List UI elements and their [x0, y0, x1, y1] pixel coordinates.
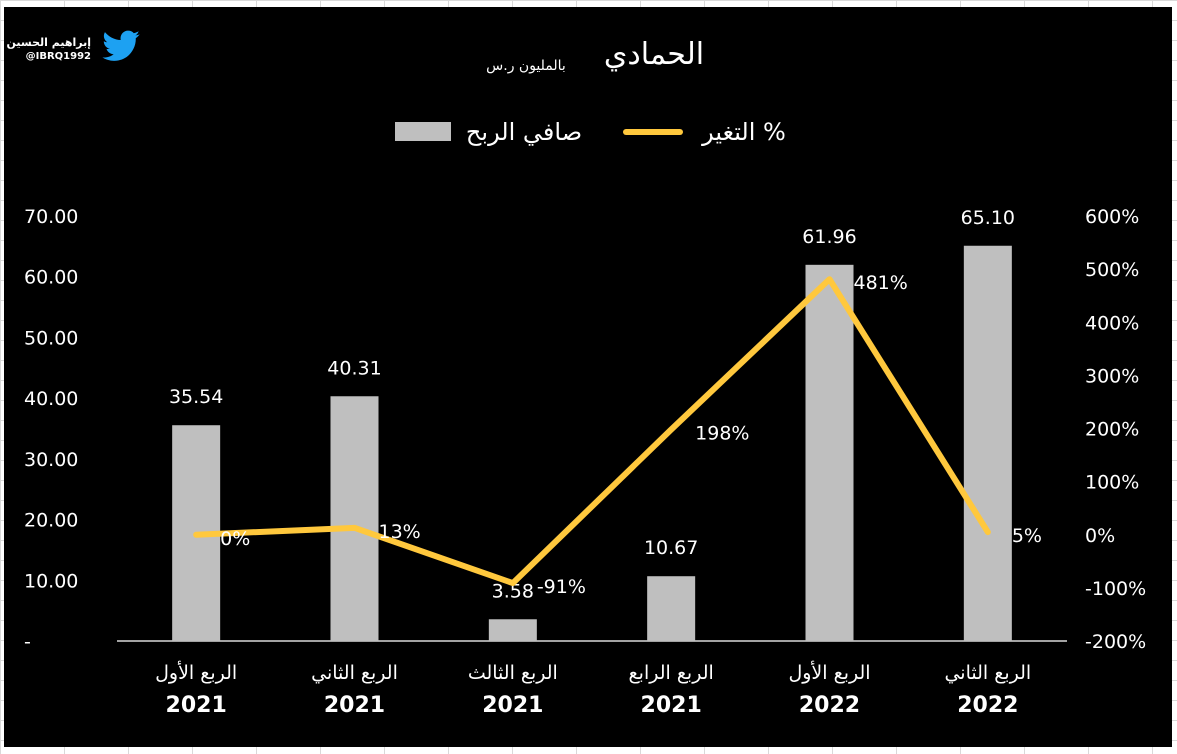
twitter-bird-icon	[102, 30, 140, 61]
line-data-label: 13%	[379, 521, 421, 543]
watermark-name: إبراهيم الحسين	[7, 36, 92, 49]
chart-subtitle: بالمليون ر.س	[486, 58, 566, 74]
change-line	[193, 276, 991, 587]
bar	[647, 576, 696, 641]
x-axis-year-label: 2021	[166, 693, 227, 718]
right-tick-label: 500%	[1085, 259, 1139, 281]
left-tick-label: 50.00	[24, 327, 78, 349]
left-tick-label: -	[24, 631, 31, 653]
left-tick-label: 40.00	[24, 388, 78, 410]
bar-data-label: 10.67	[644, 537, 698, 559]
right-tick-label: -100%	[1085, 578, 1146, 600]
line-data-label: 198%	[695, 423, 749, 445]
chart-svg: إبراهيم الحسين @IBRQ1992 الحمادي بالمليو…	[7, 30, 1146, 718]
bar-data-label: 35.54	[169, 386, 223, 408]
left-axis: - 10.00 20.00 30.00 40.00 50.00 60.00 70.00	[24, 206, 78, 653]
bar	[805, 264, 854, 641]
left-tick-label: 60.00	[24, 267, 78, 289]
right-axis: -200% -100% 0% 100% 200% 300% 400% 500% 600%	[1085, 206, 1146, 653]
line-data-label: 481%	[854, 272, 908, 294]
x-axis-quarter-label: الربع الأول	[788, 661, 870, 684]
x-axis-quarter-label: الربع الأول	[155, 661, 237, 684]
bar	[330, 396, 379, 641]
line-data-label: 5%	[1012, 525, 1042, 547]
bar-data-label: 61.96	[802, 226, 856, 248]
x-axis-quarter-label: الربع الثاني	[311, 662, 398, 684]
x-axis-year-label: 2021	[482, 693, 543, 718]
bar-data-label: 40.31	[327, 357, 381, 379]
line-data-label: -91%	[537, 576, 586, 598]
right-tick-label: -200%	[1085, 631, 1146, 653]
left-tick-label: 70.00	[24, 206, 78, 228]
legend-bar-label: صافي الربح	[466, 118, 582, 146]
bar-data-label: 3.58	[492, 580, 534, 602]
watermark-handle: @IBRQ1992	[26, 51, 91, 62]
left-tick-label: 30.00	[24, 449, 78, 471]
bar-series	[172, 245, 1012, 641]
right-tick-label: 200%	[1085, 419, 1139, 441]
x-axis-year-label: 2021	[641, 693, 702, 718]
legend: صافي الربح التغير %	[395, 118, 786, 146]
chart-area[interactable]: إبراهيم الحسين @IBRQ1992 الحمادي بالمليو…	[4, 7, 1172, 747]
line-data-labels: 0% 13% -91% 198% 481% 5%	[220, 272, 1042, 598]
x-axis-quarter-label: الربع الثالث	[468, 662, 558, 684]
bar-data-labels: 35.54 40.31 3.58 10.67 61.96 65.10	[169, 207, 1015, 603]
x-axis-year-label: 2022	[957, 693, 1018, 718]
right-tick-label: 100%	[1085, 472, 1139, 494]
bar-data-label: 65.10	[961, 207, 1015, 229]
left-tick-label: 20.00	[24, 510, 78, 532]
right-tick-label: 0%	[1085, 525, 1115, 547]
x-axis-year-label: 2021	[324, 693, 385, 718]
x-axis-year-label: 2022	[799, 693, 860, 718]
right-tick-label: 600%	[1085, 206, 1139, 228]
left-tick-label: 10.00	[24, 570, 78, 592]
x-axis-quarter-label: الربع الثاني	[944, 662, 1031, 684]
chart-title: الحمادي	[604, 37, 704, 72]
right-tick-label: 300%	[1085, 365, 1139, 387]
line-data-label: 0%	[220, 528, 250, 550]
legend-bar-swatch	[395, 122, 451, 141]
bar	[963, 245, 1012, 641]
bar	[488, 619, 537, 641]
legend-line-label: التغير %	[701, 118, 786, 146]
x-axis-labels: الربع الأول 2021 الربع الثاني 2021 الربع الث…	[155, 661, 1031, 718]
right-tick-label: 400%	[1085, 312, 1139, 334]
x-axis-quarter-label: الربع الرابع	[629, 662, 714, 684]
